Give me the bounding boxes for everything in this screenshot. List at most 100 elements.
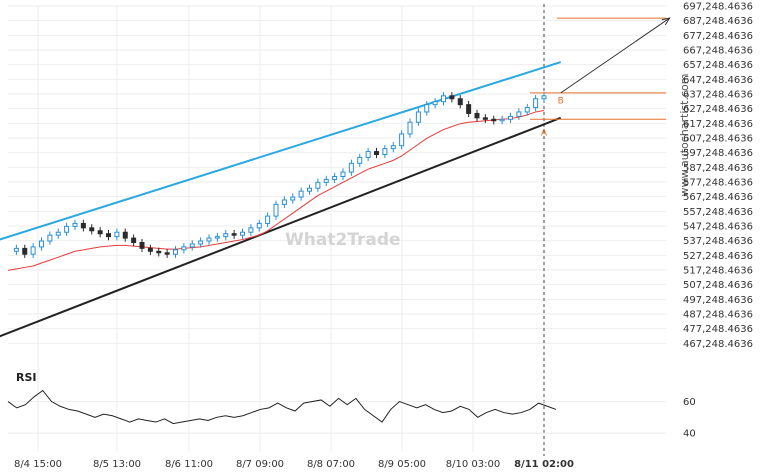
moving-average-line: [7, 110, 545, 271]
candle: [541, 92, 547, 103]
candle-body: [97, 230, 103, 235]
price-tick-label: 497,248.4636: [683, 295, 753, 306]
rsi-line: [7, 389, 557, 425]
price-tick-label: 587,248.4636: [683, 163, 753, 174]
candle: [407, 118, 413, 138]
time-tick-label: 8/4 15:00: [14, 459, 62, 470]
candle-body: [432, 101, 438, 106]
candle: [189, 240, 195, 251]
candle: [231, 230, 237, 239]
candle: [72, 219, 78, 231]
watermark-group: What2Trade www.autochartist.com: [285, 74, 691, 250]
support-line: [0, 116, 562, 338]
price-tick-label: 687,248.4636: [683, 16, 753, 27]
candle-body: [189, 243, 195, 248]
candle: [457, 95, 463, 109]
candle: [22, 244, 28, 258]
candle: [390, 142, 396, 153]
candle: [508, 112, 513, 123]
candle-body: [72, 222, 78, 227]
candle-body: [441, 95, 446, 103]
candle-body: [231, 233, 237, 236]
candle: [64, 222, 70, 236]
candle: [281, 196, 287, 209]
candle-body: [173, 249, 178, 255]
candle: [47, 231, 53, 245]
price-tick-label: 627,248.4636: [683, 104, 753, 115]
rsi-panel: RSI 60 40: [7, 371, 696, 440]
candle-body: [248, 227, 254, 233]
candle: [332, 172, 338, 184]
price-tick-label: 507,248.4636: [683, 280, 753, 291]
candle-body: [332, 175, 338, 180]
annotations: AB: [530, 17, 671, 139]
price-axis: 697,248.4636 687,248.4636 677,248.4636 667,…: [683, 2, 753, 350]
candle: [382, 144, 388, 159]
candle: [340, 168, 346, 181]
candle-body: [466, 104, 472, 114]
candle-body: [256, 222, 262, 229]
candle: [89, 224, 95, 235]
price-tick-label: 557,248.4636: [683, 207, 753, 218]
rsi-tick-label: 60: [683, 397, 696, 408]
candle-body: [147, 247, 153, 252]
candle: [147, 244, 153, 255]
candle: [441, 92, 446, 106]
vertical-watermark: www.autochartist.com: [678, 74, 691, 197]
point-label: A: [541, 129, 548, 139]
candle-body: [47, 234, 53, 242]
candle-body: [39, 240, 44, 248]
candles: [13, 92, 547, 258]
candle-body: [64, 225, 70, 233]
price-tick-label: 487,248.4636: [683, 310, 753, 321]
candle: [256, 219, 262, 232]
time-tick-label: 8/5 13:00: [93, 459, 141, 470]
candle-body: [181, 246, 187, 251]
candle: [424, 100, 430, 116]
candle-body: [106, 233, 111, 238]
candle-body: [223, 233, 229, 238]
resistance-line: [0, 61, 562, 241]
price-tick-label: 547,248.4636: [683, 222, 753, 233]
candle-body: [281, 199, 287, 205]
candle: [80, 219, 86, 232]
candle-body: [449, 95, 455, 100]
candle: [164, 249, 170, 258]
candle: [374, 147, 379, 159]
candle: [290, 193, 296, 204]
rsi-title: RSI: [16, 371, 37, 384]
candle: [399, 130, 405, 150]
candle: [55, 228, 61, 239]
candle: [106, 230, 111, 241]
candle-body: [198, 240, 204, 245]
candle-body: [424, 104, 430, 113]
candle-body: [139, 241, 145, 249]
candle-body: [164, 252, 170, 255]
price-tick-label: 477,248.4636: [683, 324, 753, 335]
candle-body: [390, 145, 396, 150]
candle: [365, 147, 371, 162]
candle: [449, 92, 455, 103]
candle: [206, 234, 212, 245]
candle: [122, 228, 128, 242]
candle-body: [357, 156, 363, 164]
time-tick-label: 8/6 11:00: [165, 459, 213, 470]
candle: [181, 243, 187, 254]
watermark-text: What2Trade: [285, 230, 401, 250]
candle: [139, 238, 145, 253]
price-tick-label: 607,248.4636: [683, 134, 753, 145]
candle-body: [541, 95, 547, 100]
rsi-tick-label: 40: [683, 429, 696, 440]
candle: [533, 95, 539, 112]
candle-body: [214, 236, 220, 239]
candle: [30, 243, 36, 258]
candle: [524, 103, 530, 116]
candle: [114, 228, 120, 241]
candle: [156, 247, 162, 257]
candle-body: [382, 148, 388, 155]
time-tick-label: 8/11 02:00: [514, 459, 574, 470]
candle: [13, 244, 19, 255]
candle: [173, 246, 178, 258]
candle: [415, 108, 421, 126]
